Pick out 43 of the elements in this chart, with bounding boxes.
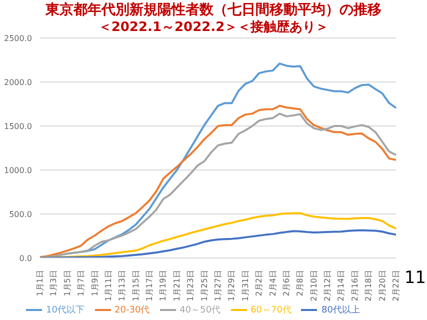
x-tick-label: 1月17日 (145, 270, 154, 302)
x-tick-label: 2月6日 (282, 270, 291, 296)
line-series (39, 229, 397, 258)
y-tick-label: 2500.0 (4, 34, 32, 43)
y-tick-label: 500.0 (9, 210, 32, 219)
x-tick-label: 1月21日 (172, 270, 182, 302)
x-tick-label: 1月5日 (62, 270, 72, 296)
x-tick-label: 2月16日 (350, 270, 360, 302)
x-tick-label: 2月20日 (378, 270, 387, 302)
legend-label: 20-30代 (114, 305, 150, 316)
x-tick-label: 1月7日 (76, 270, 86, 296)
x-tick-label: 1月13日 (118, 270, 127, 302)
legend-label: 60～70代 (250, 305, 292, 316)
chart-subtitle: ＜2022.1～2022.2＞＜接触歴あり＞ (98, 20, 329, 35)
x-tick-label: 1月9日 (90, 270, 100, 296)
y-tick-label: 2000.0 (4, 78, 32, 87)
chart-title: 東京都年代別新規陽性者数（七日間移動平均）の推移 (44, 2, 382, 19)
x-tick-label: 2月22日 (392, 270, 400, 302)
x-tick-label: 1月29日 (227, 270, 236, 302)
x-tick-label: 1月15日 (131, 270, 140, 302)
x-tick-label: 1月19日 (158, 270, 168, 302)
x-tick-label: 1月31日 (240, 270, 250, 302)
legend-label: 10代以下 (46, 305, 85, 316)
x-tick-label: 2月14日 (336, 270, 346, 302)
legend-label: 80代以上 (321, 305, 360, 316)
text: 11 (404, 268, 426, 288)
x-tick-label: 2月2日 (254, 270, 264, 296)
y-tick-label: 0.0 (19, 254, 32, 263)
x-tick-label: 1月3日 (49, 270, 58, 296)
line-series (39, 212, 397, 258)
x-tick-label: 2月12日 (323, 270, 332, 302)
x-tick-label: 2月8日 (296, 270, 305, 296)
x-tick-label: 2月4日 (268, 270, 278, 296)
x-tick-label: 1月11日 (104, 270, 113, 302)
x-tick-label: 1月27日 (214, 270, 222, 302)
x-tick-label: 1月23日 (186, 270, 196, 302)
x-tick-label: 1月1日 (36, 270, 44, 296)
x-tick-label: 2月10日 (309, 270, 318, 302)
x-tick-label: 2月18日 (364, 270, 374, 302)
y-tick-label: 1000.0 (4, 166, 32, 175)
x-tick-label: 1月25日 (200, 270, 209, 302)
y-tick-label: 1500.0 (4, 122, 32, 131)
legend-label: 40～50代 (180, 305, 221, 316)
